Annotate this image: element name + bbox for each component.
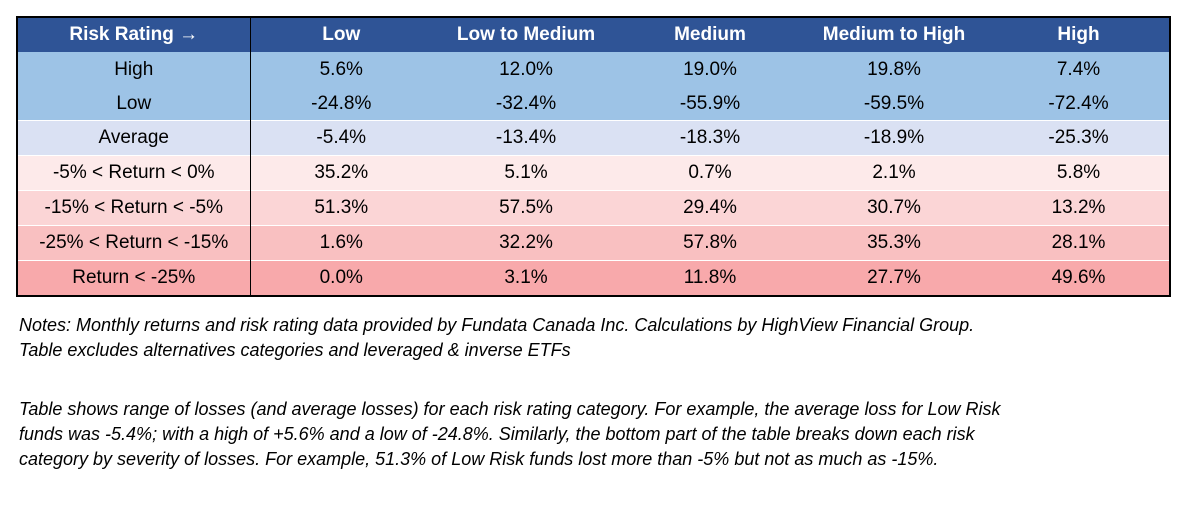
header-cell-risk-rating: Risk Rating → xyxy=(17,17,251,52)
table-cell: -18.3% xyxy=(620,120,800,156)
table-cell: 7.4% xyxy=(1056,59,1101,80)
row-label: Average xyxy=(17,120,251,156)
table-cell: 2.1% xyxy=(800,155,988,191)
header-cell: Low xyxy=(250,17,432,52)
table-cell: 19.8% xyxy=(867,59,921,80)
table-row: -25% < Return < -15% 1.6% 32.2% 57.8% 35.3% 2… xyxy=(17,225,1170,261)
table-cell: -5.4% xyxy=(250,120,432,156)
table-cell: 35.3% xyxy=(800,225,988,261)
table-cell: 13.2% xyxy=(988,190,1170,226)
row-label: -5% < Return < 0% xyxy=(17,155,251,191)
table-row: -15% < Return < -5% 51.3% 57.5% 29.4% 30.7% 1… xyxy=(17,190,1170,226)
table-cell: 5.6% xyxy=(319,59,363,80)
table-cell: -59.5% xyxy=(863,93,925,114)
header-cell: Low to Medium xyxy=(432,17,620,52)
table-cell: 0.0% xyxy=(250,260,432,296)
table-row: Low -24.8% -32.4% -55.9% -59.5% -72.4% xyxy=(17,88,1170,121)
row-label: Low xyxy=(17,88,251,121)
notes-paragraph: Notes: Monthly returns and risk rating d… xyxy=(19,313,1169,363)
header-cell: Medium to High xyxy=(800,17,988,52)
table-cell: 0.7% xyxy=(620,155,800,191)
table-row: Return < -25% 0.0% 3.1% 11.8% 27.7% 49.6% xyxy=(17,260,1170,296)
table-cell: 57.5% xyxy=(432,190,620,226)
table-row: High 5.6% 12.0% 19.0% 19.8% 7.4% xyxy=(17,52,1170,88)
notes-line: Notes: Monthly returns and risk rating d… xyxy=(19,315,975,335)
table-cell: 19.0% xyxy=(683,59,737,80)
notes-line: Table excludes alternatives categories a… xyxy=(19,340,571,360)
header-cell: Medium xyxy=(620,17,800,52)
table-cell: 1.6% xyxy=(250,225,432,261)
table-cell: 32.2% xyxy=(432,225,620,261)
table-cell: -13.4% xyxy=(432,120,620,156)
table-cell: 27.7% xyxy=(800,260,988,296)
table-cell: 11.8% xyxy=(620,260,800,296)
table-cell: 35.2% xyxy=(250,155,432,191)
table-body: High 5.6% 12.0% 19.0% 19.8% 7.4% Low -24.8% -32.… xyxy=(17,52,1170,296)
table-cell: 29.4% xyxy=(620,190,800,226)
risk-rating-table: Risk Rating → Low Low to Medium Medium Mediu… xyxy=(16,16,1171,297)
table-cell: -25.3% xyxy=(988,120,1170,156)
table-cell: 30.7% xyxy=(800,190,988,226)
explanation-line: funds was -5.4%; with a high of +5.6% an… xyxy=(19,424,975,444)
table-cell: 57.8% xyxy=(620,225,800,261)
table-cell: -18.9% xyxy=(800,120,988,156)
table-cell: 49.6% xyxy=(988,260,1170,296)
row-label: -15% < Return < -5% xyxy=(17,190,251,226)
table-header-row: Risk Rating → Low Low to Medium Medium Mediu… xyxy=(17,17,1170,52)
header-cell: High xyxy=(988,17,1170,52)
explanation-line: Table shows range of losses (and average… xyxy=(19,399,1001,419)
explanation-paragraph: Table shows range of losses (and average… xyxy=(19,397,1169,472)
row-label: High xyxy=(17,52,251,88)
table-row: Average -5.4% -13.4% -18.3% -18.9% -25.3% xyxy=(17,120,1170,156)
table-cell: -72.4% xyxy=(1048,93,1109,114)
table-cell: 51.3% xyxy=(250,190,432,226)
row-label: Return < -25% xyxy=(17,260,251,296)
table-cell: -32.4% xyxy=(495,93,557,114)
table-row: -5% < Return < 0% 35.2% 5.1% 0.7% 2.1% 5.8% xyxy=(17,155,1170,191)
table-cell: 3.1% xyxy=(432,260,620,296)
table-cell: -24.8% xyxy=(311,93,372,114)
table-cell: 5.8% xyxy=(988,155,1170,191)
table-cell: 5.1% xyxy=(432,155,620,191)
table-cell: 12.0% xyxy=(499,59,553,80)
explanation-line: category by severity of losses. For exam… xyxy=(19,449,939,469)
row-label: -25% < Return < -15% xyxy=(17,225,251,261)
table-cell: 28.1% xyxy=(988,225,1170,261)
table-cell: -55.9% xyxy=(679,93,741,114)
